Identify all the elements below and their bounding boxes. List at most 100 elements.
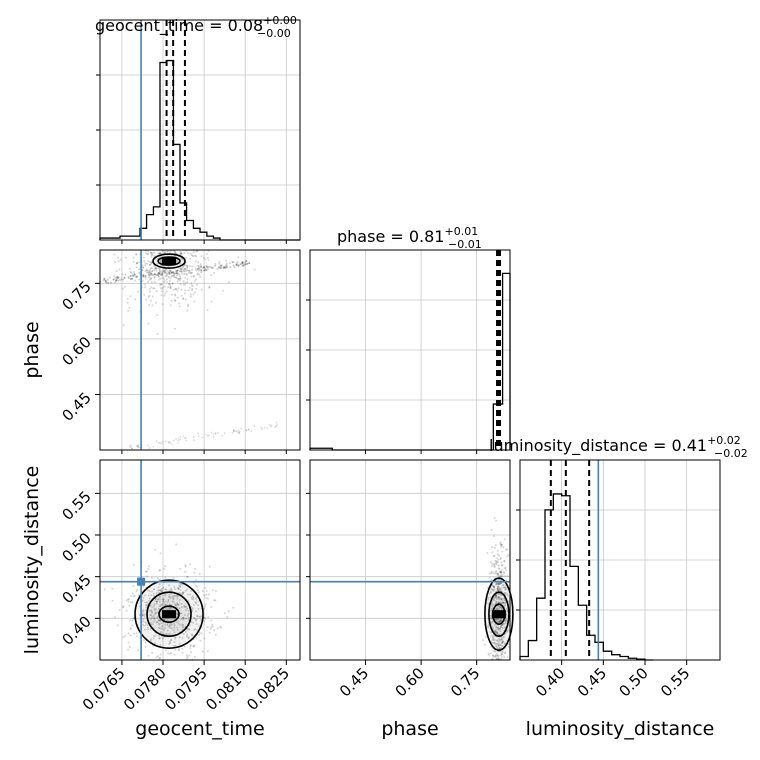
scatter-point: [163, 251, 166, 254]
scatter-point: [173, 274, 176, 277]
title-geocent-time-lower: −0.00: [257, 27, 291, 40]
title-luminosity-distance-upper: +0.02: [707, 434, 741, 447]
scatter-point: [169, 250, 172, 253]
scatter-point: [106, 278, 109, 281]
scatter-point: [170, 271, 173, 274]
scatter-point: [506, 609, 509, 612]
scatter-point: [491, 588, 494, 591]
scatter-point: [238, 432, 241, 435]
scatter-point: [115, 279, 118, 282]
scatter-point: [184, 270, 187, 273]
scatter-point: [132, 274, 135, 277]
scatter-point: [191, 607, 194, 610]
scatter-point: [502, 601, 505, 604]
scatter-point: [203, 605, 206, 608]
scatter-point: [152, 594, 155, 597]
scatter-point: [154, 611, 157, 614]
scatter-point: [145, 252, 148, 255]
scatter-point: [499, 620, 502, 623]
scatter-point: [490, 616, 492, 619]
scatter-point: [162, 599, 165, 602]
scatter-point: [206, 597, 209, 600]
scatter-point: [269, 425, 272, 428]
scatter-point: [210, 606, 213, 608]
scatter-point: [118, 608, 121, 611]
scatter-point: [160, 283, 163, 286]
scatter-point: [153, 281, 156, 284]
scatter-point: [232, 606, 235, 609]
scatter-point: [204, 258, 207, 261]
scatter-point: [157, 272, 160, 275]
scatter-point: [237, 264, 240, 267]
scatter-point: [185, 635, 188, 638]
scatter-point: [147, 295, 150, 298]
scatter-point: [194, 597, 197, 600]
scatter-point: [121, 273, 124, 276]
scatter-point: [179, 585, 182, 588]
scatter-point: [136, 635, 139, 638]
scatter-point: [180, 612, 183, 615]
scatter-point: [186, 588, 188, 591]
scatter-point: [497, 642, 500, 645]
scatter-point: [167, 271, 170, 274]
scatter-point: [507, 646, 510, 648]
scatter-point: [186, 657, 189, 660]
scatter-point: [240, 263, 243, 266]
y-tick-label: 0.45: [58, 389, 94, 425]
scatter-point: [496, 585, 499, 588]
scatter-point: [170, 293, 173, 296]
scatter-point: [167, 250, 170, 253]
scatter-point: [498, 575, 501, 578]
scatter-point: [149, 621, 152, 624]
scatter-point: [176, 289, 179, 292]
scatter-point: [183, 269, 186, 272]
scatter-point: [150, 281, 153, 284]
scatter-point: [196, 268, 199, 271]
scatter-point: [236, 264, 239, 267]
scatter-point: [142, 274, 145, 277]
scatter-point: [145, 601, 148, 604]
scatter-point: [193, 655, 196, 658]
scatter-point: [173, 622, 176, 625]
scatter-point: [505, 568, 507, 571]
scatter-point: [184, 276, 187, 279]
scatter-point: [179, 567, 182, 570]
scatter-point: [178, 273, 181, 276]
scatter-point: [497, 589, 500, 592]
scatter-point: [187, 637, 190, 640]
scatter-point: [146, 624, 149, 627]
scatter-point: [114, 261, 117, 263]
scatter-point: [161, 637, 164, 640]
scatter-point: [153, 607, 156, 610]
scatter-point: [495, 519, 498, 522]
histogram-geocent_time: [99, 59, 300, 241]
scatter-point: [165, 290, 168, 293]
scatter-point: [500, 598, 503, 601]
scatter-point: [190, 651, 193, 654]
scatter-point: [224, 266, 227, 269]
scatter-point: [169, 641, 172, 644]
scatter-point: [503, 560, 506, 563]
scatter-point: [180, 270, 182, 273]
scatter-point: [137, 594, 140, 597]
scatter-point: [233, 429, 236, 432]
scatter-point: [126, 297, 129, 300]
scatter-point: [263, 426, 266, 429]
scatter-point: [183, 284, 186, 287]
scatter-point: [198, 615, 201, 618]
scatter-point: [174, 603, 176, 606]
scatter-point: [150, 254, 153, 256]
scatter-point: [186, 607, 189, 610]
scatter-point: [149, 267, 152, 270]
scatter-point: [181, 593, 183, 596]
scatter-point: [172, 598, 175, 601]
scatter-point: [173, 626, 176, 629]
title-luminosity-distance: luminosity_distance = 0.41+0.02: [489, 434, 741, 456]
panel-frame: [99, 459, 301, 661]
scatter-point: [160, 255, 163, 258]
scatter-point: [496, 632, 499, 635]
scatter-point: [152, 644, 154, 647]
scatter-point: [181, 647, 184, 650]
scatter-point: [163, 294, 166, 297]
scatter-point: [500, 569, 503, 572]
